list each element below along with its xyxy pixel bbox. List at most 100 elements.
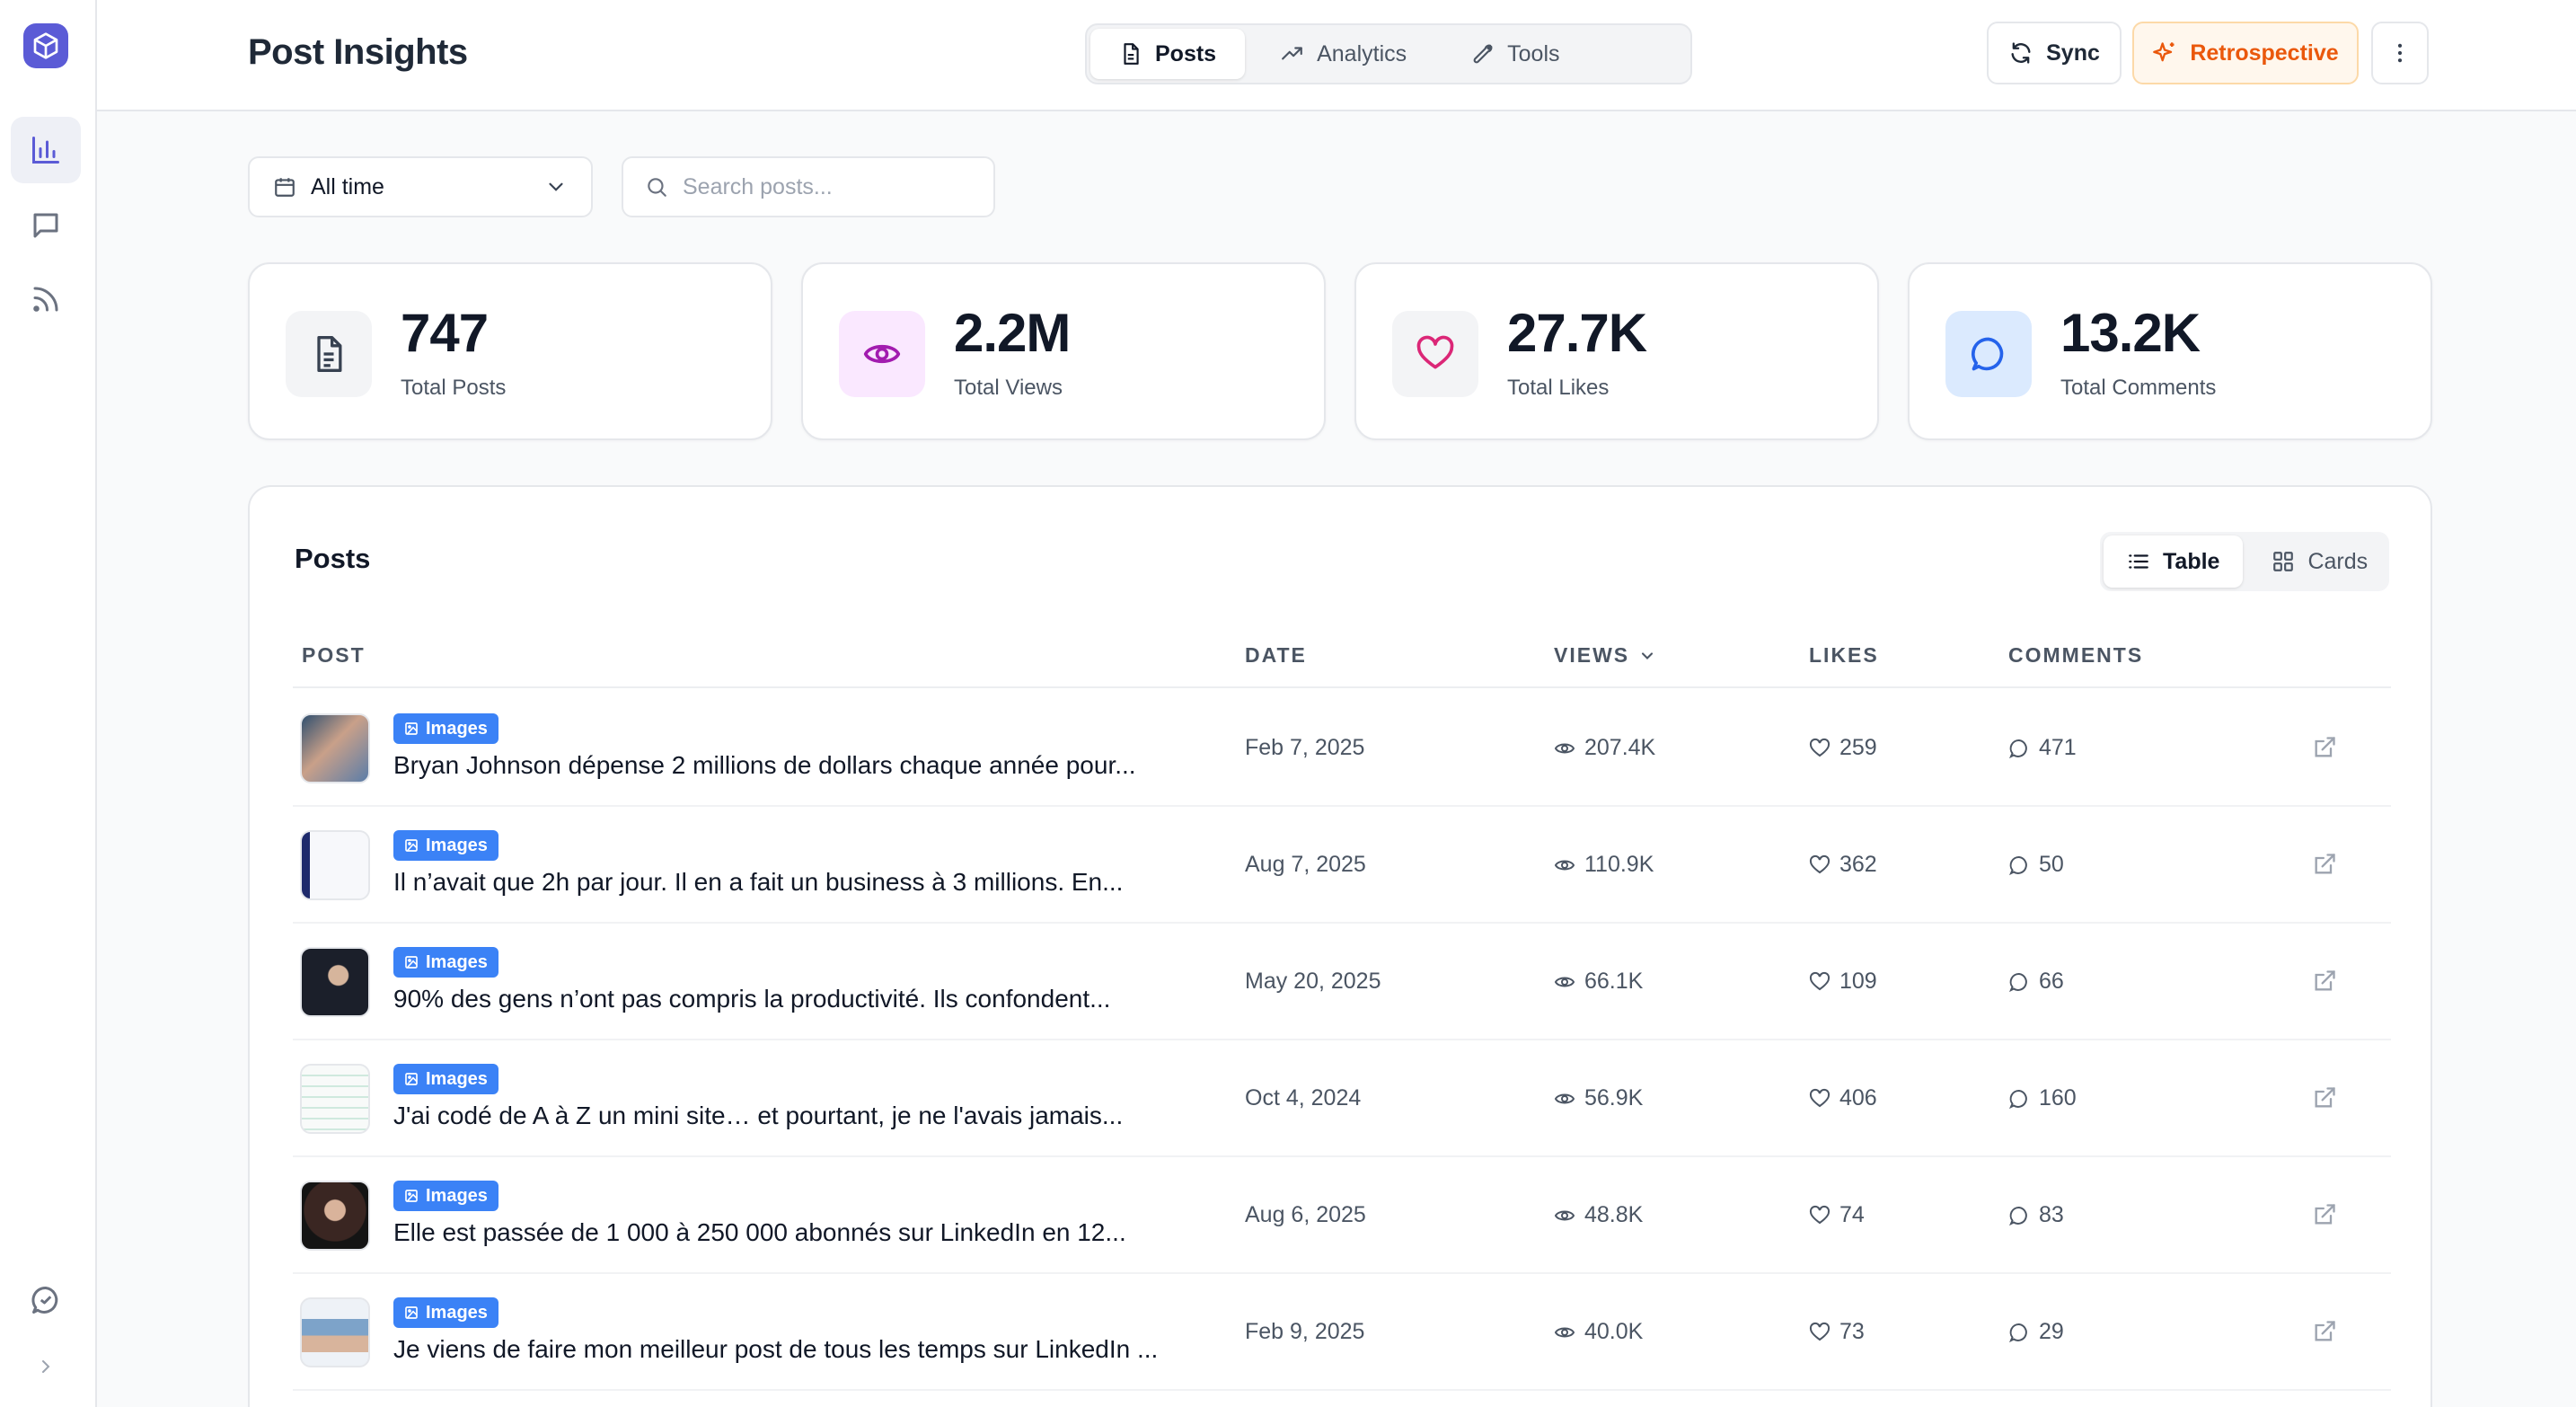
message-circle-icon — [2009, 1323, 2027, 1342]
stat-value: 2.2M — [954, 303, 1071, 363]
external-link-icon[interactable] — [2312, 1202, 2337, 1227]
eye-icon — [1554, 1210, 1575, 1220]
post-type-badge: Images — [393, 830, 498, 861]
post-type-badge: Images — [393, 1297, 498, 1328]
table-view-label: Table — [2163, 548, 2220, 574]
comments-value: 83 — [2039, 1202, 2064, 1227]
post-likes: 109 — [1809, 969, 1877, 995]
comments-value: 50 — [2039, 852, 2064, 877]
image-icon — [405, 839, 418, 852]
file-text-icon — [1124, 43, 1139, 65]
retrospective-button[interactable]: Retrospective — [2132, 22, 2359, 84]
post-comments: 50 — [2008, 852, 2064, 878]
table-header: POST DATE VIEWS LIKES COMMENTS — [293, 631, 2391, 688]
search-input[interactable] — [683, 173, 970, 200]
post-date: Aug 6, 2025 — [1245, 1202, 1366, 1227]
stat-icon-container — [286, 311, 372, 397]
tab-posts[interactable]: Posts — [1090, 29, 1246, 79]
stat-label: Total Likes — [1507, 376, 1610, 400]
external-link-icon[interactable] — [2312, 1319, 2337, 1344]
views-value: 56.9K — [1584, 1085, 1644, 1111]
post-date: Feb 7, 2025 — [1245, 735, 1365, 760]
table-row[interactable]: Images Il n’avait que 2h par jour. Il en… — [293, 807, 2391, 924]
external-link-icon[interactable] — [2312, 735, 2337, 760]
image-icon — [405, 722, 418, 735]
post-text: Je viens de faire mon meilleur post de t… — [393, 1335, 1159, 1363]
stat-value: 747 — [401, 303, 489, 363]
post-date: May 20, 2025 — [1245, 969, 1381, 994]
chat-bubble-icon — [31, 1287, 58, 1314]
column-likes[interactable]: LIKES — [1809, 643, 1879, 667]
table-row[interactable]: Images Je viens de faire mon meilleur po… — [293, 1274, 2391, 1391]
badge-label: Images — [426, 1068, 488, 1089]
post-type-badge: Images — [393, 1064, 498, 1094]
badge-label: Images — [426, 951, 488, 972]
external-link-icon[interactable] — [2312, 969, 2337, 994]
cards-view-label: Cards — [2307, 548, 2369, 574]
sidebar-item-analytics[interactable] — [11, 117, 81, 183]
date-range-value: All time — [311, 173, 384, 199]
eye-icon — [863, 344, 901, 364]
table-view-button[interactable]: Table — [2104, 535, 2244, 588]
app-logo[interactable] — [23, 23, 68, 68]
column-views-label: VIEWS — [1554, 643, 1630, 667]
column-views[interactable]: VIEWS — [1554, 643, 1656, 668]
sync-button[interactable]: Sync — [1987, 22, 2122, 84]
sidebar — [0, 0, 97, 1407]
refresh-icon — [2011, 42, 2031, 64]
post-thumbnail — [300, 1297, 370, 1367]
sidebar-item-feed[interactable] — [11, 266, 81, 332]
tab-analytics[interactable]: Analytics — [1252, 29, 1435, 79]
column-date[interactable]: DATE — [1245, 643, 1307, 667]
table-row[interactable]: Images 90% des gens n’ont pas compris la… — [293, 924, 2391, 1040]
stat-value: 13.2K — [2060, 303, 2201, 363]
stat-value: 27.7K — [1507, 303, 1647, 363]
list-icon — [2129, 554, 2148, 569]
column-post: POST — [302, 643, 366, 667]
stat-icon-container — [1392, 311, 1478, 397]
column-comments[interactable]: COMMENTS — [2008, 643, 2144, 667]
post-comments: 66 — [2008, 969, 2064, 995]
tab-tools-label: Tools — [1507, 40, 1560, 66]
heart-icon — [1809, 1322, 1831, 1341]
post-thumbnail — [300, 1064, 370, 1134]
sidebar-expand-button[interactable] — [11, 1333, 81, 1400]
message-circle-icon — [2009, 1206, 2027, 1226]
post-comments: 160 — [2008, 1085, 2077, 1111]
more-options-button[interactable] — [2371, 22, 2429, 84]
stat-icon-container — [839, 311, 925, 397]
image-icon — [405, 1306, 418, 1319]
message-circle-icon — [2009, 855, 2027, 875]
external-link-icon[interactable] — [2312, 852, 2337, 877]
post-type-badge: Images — [393, 713, 498, 744]
post-views: 207.4K — [1554, 735, 1655, 761]
image-icon — [405, 1190, 418, 1202]
search-box — [622, 156, 995, 217]
sidebar-item-messages[interactable] — [11, 192, 81, 259]
table-row[interactable]: Images Bryan Johnson dépense 2 millions … — [293, 690, 2391, 807]
sidebar-item-support[interactable] — [11, 1267, 81, 1333]
views-value: 207.4K — [1584, 735, 1656, 760]
post-text: 90% des gens n’ont pas compris la produc… — [393, 985, 1111, 1013]
external-link-icon[interactable] — [2312, 1085, 2337, 1111]
table-row[interactable]: Images J'ai codé de A à Z un mini site… … — [293, 1040, 2391, 1157]
cards-view-button[interactable]: Cards — [2248, 535, 2391, 588]
more-vertical-icon — [2397, 43, 2403, 63]
badge-label: Images — [426, 718, 488, 739]
tab-posts-label: Posts — [1155, 40, 1217, 66]
wrench-icon — [1473, 44, 1493, 64]
table-row[interactable]: Images Elle est passée de 1 000 à 250 00… — [293, 1157, 2391, 1274]
heart-icon — [1809, 854, 1831, 873]
post-likes: 74 — [1809, 1202, 1865, 1228]
tab-tools[interactable]: Tools — [1442, 29, 1588, 79]
date-range-select[interactable]: All time — [248, 156, 593, 217]
heart-icon — [1416, 335, 1454, 369]
likes-value: 73 — [1839, 1319, 1865, 1344]
post-type-badge: Images — [393, 1181, 498, 1211]
posts-title: Posts — [295, 543, 371, 574]
views-value: 66.1K — [1584, 969, 1644, 994]
image-icon — [405, 956, 418, 969]
stat-label: Total Views — [954, 376, 1063, 400]
post-text: Bryan Johnson dépense 2 millions de doll… — [393, 751, 1136, 779]
heart-icon — [1809, 738, 1831, 757]
